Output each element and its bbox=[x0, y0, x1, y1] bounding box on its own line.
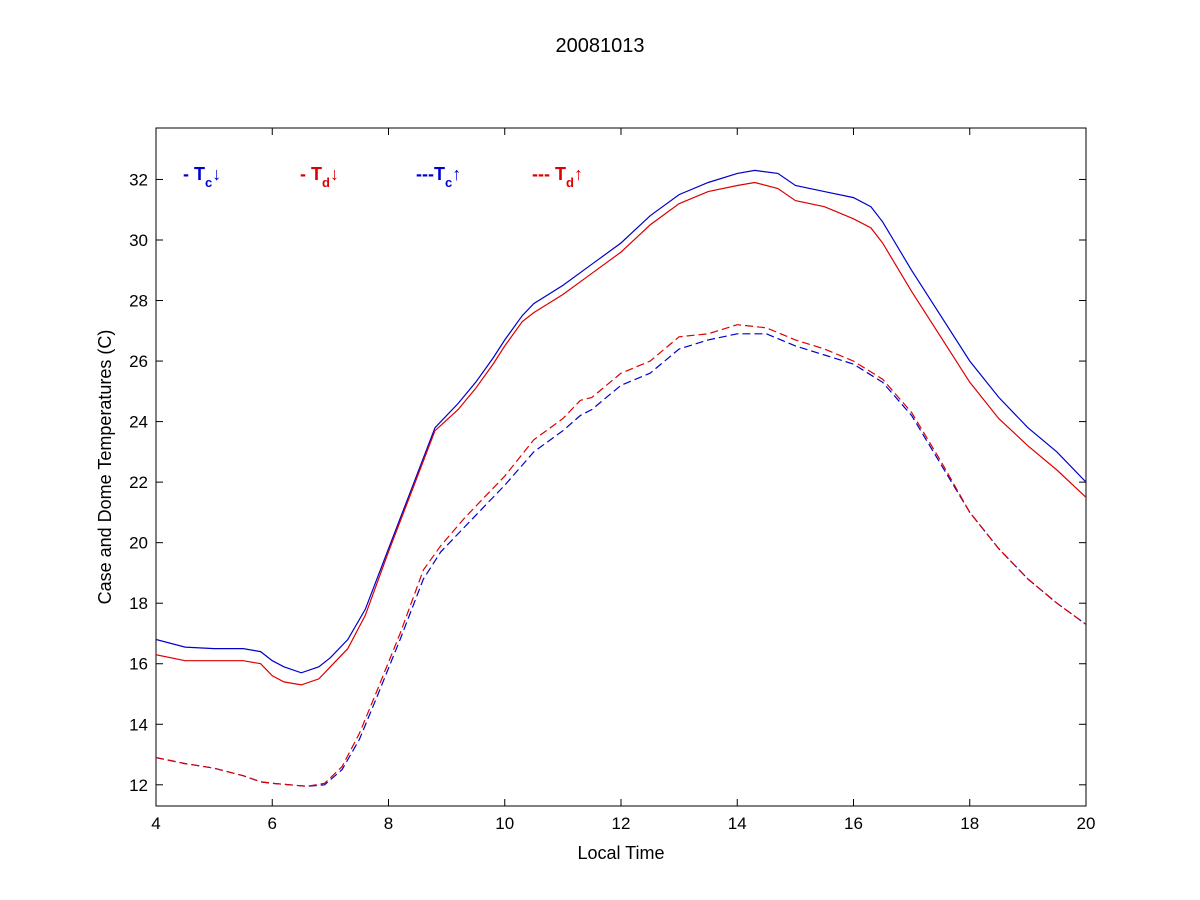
x-tick-label: 14 bbox=[728, 814, 747, 833]
y-tick-label: 20 bbox=[129, 534, 148, 553]
y-tick-label: 24 bbox=[129, 413, 148, 432]
plot-area bbox=[155, 127, 1087, 807]
x-tick-label: 18 bbox=[960, 814, 979, 833]
y-tick-label: 14 bbox=[129, 715, 148, 734]
x-tick-label: 12 bbox=[612, 814, 631, 833]
legend-entry-1: - Tc↓ bbox=[183, 164, 221, 190]
y-axis-label: Case and Dome Temperatures (C) bbox=[95, 330, 115, 605]
y-tick-label: 18 bbox=[129, 594, 148, 613]
y-axis: 12 14 16 18 20 22 24 26 28 30 32 bbox=[129, 170, 1086, 795]
series-line-1 bbox=[156, 169, 1086, 674]
y-tick-label: 30 bbox=[129, 231, 148, 250]
y-tick-label: 12 bbox=[129, 776, 148, 795]
series-line-2 bbox=[156, 181, 1086, 686]
legend-entry-4: --- Td↑ bbox=[532, 164, 583, 190]
legend: - Tc↓ - Td↓ ---Tc↑ --- Td↑ bbox=[183, 164, 583, 190]
legend-entry-2: - Td↓ bbox=[300, 164, 339, 190]
x-tick-label: 4 bbox=[151, 814, 160, 833]
legend-entry-3: ---Tc↑ bbox=[416, 164, 461, 190]
x-tick-label: 6 bbox=[268, 814, 277, 833]
series-layer bbox=[156, 169, 1086, 787]
y-tick-label: 16 bbox=[129, 655, 148, 674]
x-tick-label: 20 bbox=[1077, 814, 1096, 833]
chart-title: 20081013 bbox=[556, 35, 645, 57]
series-line-4 bbox=[156, 324, 1086, 787]
x-axis: 4 6 8 10 12 14 16 18 20 bbox=[151, 128, 1095, 833]
x-axis-label: Local Time bbox=[577, 843, 664, 863]
x-tick-label: 10 bbox=[495, 814, 514, 833]
y-tick-label: 28 bbox=[129, 292, 148, 311]
y-tick-label: 22 bbox=[129, 473, 148, 492]
y-tick-label: 26 bbox=[129, 352, 148, 371]
y-tick-label: 32 bbox=[129, 170, 148, 189]
x-tick-label: 8 bbox=[384, 814, 393, 833]
x-tick-label: 16 bbox=[844, 814, 863, 833]
series-line-3 bbox=[156, 333, 1086, 787]
